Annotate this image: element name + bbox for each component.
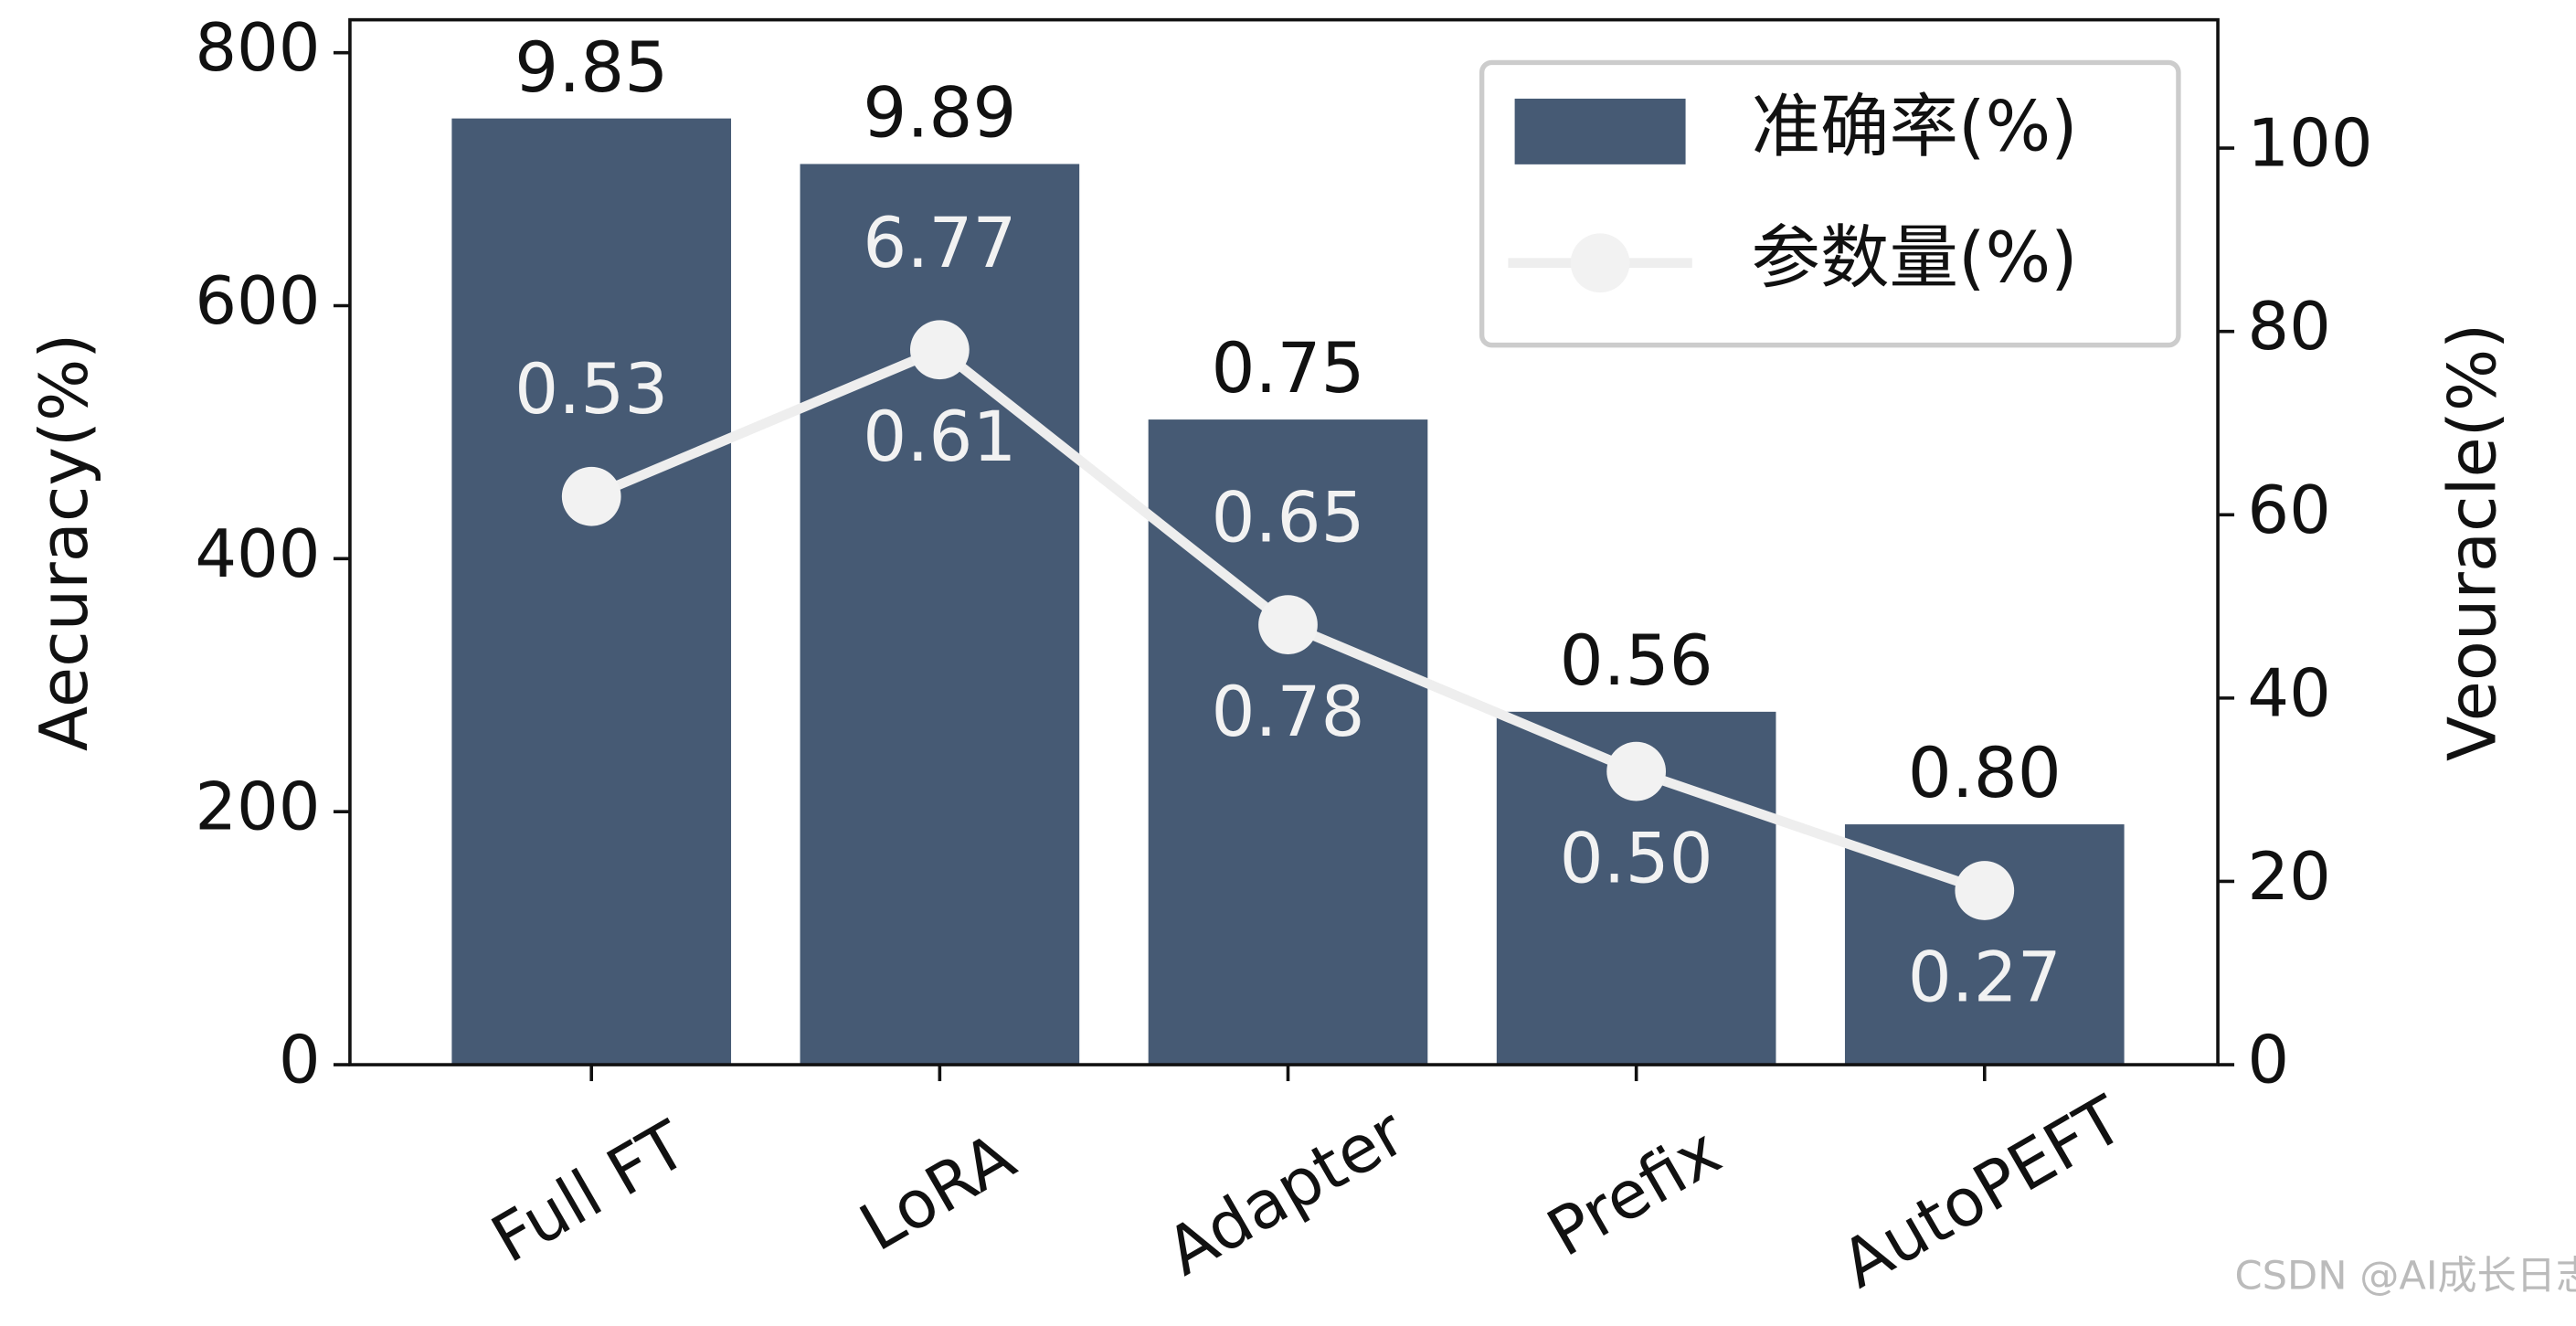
- plot-frame: [348, 17, 2220, 1066]
- y-tick-label: 800: [195, 9, 320, 86]
- x-tick-label: Full FT: [479, 1106, 700, 1278]
- legend-swatch: [1514, 98, 1686, 164]
- y-tick-label: 400: [195, 515, 320, 592]
- y2-tick-label: 40: [2247, 654, 2331, 731]
- watermark: CSDN @AI成长日志: [2235, 1253, 2576, 1299]
- point-label: 0.50: [1560, 818, 1713, 898]
- bar-label: 0.56: [1560, 621, 1713, 701]
- point-label: 0.65: [1211, 478, 1364, 558]
- point-label: 6.77: [863, 203, 1016, 283]
- point: [1606, 741, 1667, 801]
- y2-tick-label: 60: [2247, 472, 2331, 548]
- legend-label: 参数量(%): [1751, 217, 2077, 298]
- y2-tick-label: 100: [2247, 105, 2372, 182]
- point-label: 0.61: [863, 397, 1016, 477]
- bar: [800, 164, 1080, 1066]
- point-label: 0.78: [1211, 672, 1364, 752]
- point-label: 0.27: [1908, 938, 2062, 1018]
- bar-label: 9.89: [863, 73, 1016, 154]
- x-tick-label: Adapter: [1153, 1093, 1417, 1290]
- x-tick-label: AutoPEFT: [1829, 1080, 2136, 1302]
- point: [561, 466, 621, 526]
- y2-axis-label: Veouracle(%): [2434, 324, 2511, 761]
- bar: [451, 118, 732, 1066]
- point: [1955, 861, 2015, 920]
- y-axis-label: Aecuracy(%): [26, 334, 102, 751]
- bar-label: 0.75: [1211, 328, 1364, 408]
- x-tick-label: LoRA: [847, 1118, 1027, 1266]
- y-tick-label: 600: [195, 262, 320, 339]
- point: [1258, 595, 1318, 654]
- y-tick-label: 200: [195, 769, 320, 845]
- point: [909, 320, 970, 380]
- legend-label: 准确率(%): [1751, 86, 2077, 166]
- y2-tick-label: 20: [2247, 838, 2331, 915]
- x-tick-label: Prefix: [1534, 1112, 1733, 1271]
- y2-tick-label: 80: [2247, 288, 2331, 365]
- y2-tick-label: 0: [2247, 1022, 2289, 1098]
- bar-label: 9.85: [514, 27, 668, 108]
- bar-label: 0.80: [1908, 733, 2062, 813]
- point-label: 0.53: [514, 349, 668, 430]
- y-tick-label: 0: [279, 1022, 321, 1098]
- bar: [1148, 419, 1428, 1066]
- legend-marker: [1570, 233, 1630, 293]
